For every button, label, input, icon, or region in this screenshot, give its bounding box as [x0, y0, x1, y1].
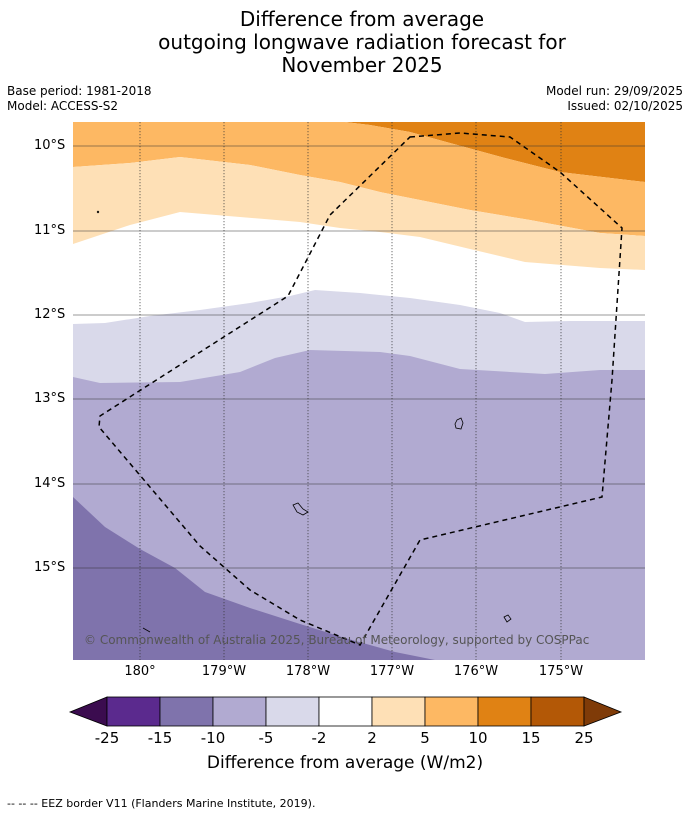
colorbar: [68, 696, 623, 727]
lat-label-12s: 12°S: [34, 307, 66, 322]
colorbar-bin-5: [318, 696, 373, 727]
colorbar-bin-3: [212, 696, 267, 727]
model-run: Model run: 29/09/2025: [545, 84, 683, 98]
lon-label-175w: 175°W: [538, 664, 584, 679]
lat-label-15s: 15°S: [34, 560, 66, 575]
colorbar-bin-9: [530, 696, 585, 727]
colorbar-label-4: -5: [258, 729, 274, 747]
model-name: Model: ACCESS-S2: [7, 99, 119, 113]
island-e: [96, 210, 100, 214]
colorbar-title: Difference from average (W/m2): [206, 753, 484, 773]
island-c: [503, 614, 512, 623]
lon-label-180: 180°: [124, 664, 156, 679]
copyright-notice: © Commonwealth of Australia 2025, Bureau…: [84, 633, 590, 647]
lon-label-177w: 177°W: [369, 664, 415, 679]
eez-footnote: -- -- -- EEZ border V11 (Flanders Marine…: [7, 797, 316, 810]
lat-label-13s: 13°S: [34, 391, 66, 406]
lon-label-176w: 176°W: [453, 664, 499, 679]
issued-date: Issued: 02/10/2025: [567, 99, 683, 113]
colorbar-bin-8: [477, 696, 532, 727]
lon-label-178w: 178°W: [285, 664, 331, 679]
colorbar-label-8: 10: [468, 729, 488, 747]
colorbar-label-5: -2: [311, 729, 327, 747]
colorbar-label-1: -25: [94, 729, 120, 747]
band-plus-5-10: [73, 122, 645, 236]
islands: [96, 210, 512, 633]
colorbar-bin-2: [159, 696, 214, 727]
band-plus-2-5: [73, 157, 645, 270]
map-title: Difference from average outgoing longwav…: [0, 8, 690, 77]
title-line-3: November 2025: [281, 53, 443, 77]
graticule: [73, 145, 645, 569]
colorbar-bin-6: [371, 696, 426, 727]
colorbar-label-2: -15: [147, 729, 173, 747]
lon-label-179w: 179°W: [201, 664, 247, 679]
colorbar-bin-7: [424, 696, 479, 727]
colorbar-bin-1: [106, 696, 161, 727]
title-line-2: outgoing longwave radiation forecast for: [158, 30, 566, 54]
lat-label-11s: 11°S: [34, 223, 66, 238]
colorbar-label-10: 25: [574, 729, 594, 747]
island-a: [454, 417, 464, 430]
title-line-1: Difference from average: [239, 7, 485, 31]
map-plot-area: [73, 122, 645, 660]
band-plus-10-15: [345, 122, 645, 182]
lat-label-14s: 14°S: [34, 476, 66, 491]
colorbar-label-6: 2: [367, 729, 377, 747]
island-b: [292, 502, 309, 516]
band-minus-10-15: [73, 497, 435, 660]
colorbar-label-9: 15: [521, 729, 541, 747]
colorbar-label-3: -10: [200, 729, 226, 747]
colorbar-arrow-right: [583, 696, 623, 727]
colorbar-bin-4: [265, 696, 320, 727]
lat-label-10s: 10°S: [34, 138, 66, 153]
base-period: Base period: 1981-2018: [7, 84, 152, 98]
meta-right: Model run: 29/09/2025 Issued: 02/10/2025: [546, 84, 683, 114]
island-d: [142, 627, 151, 633]
eez-border: [98, 132, 623, 646]
colorbar-label-7: 5: [420, 729, 430, 747]
colorbar-arrow-left: [68, 696, 108, 727]
band-minus-5-10: [73, 350, 645, 660]
meta-left: Base period: 1981-2018 Model: ACCESS-S2: [7, 84, 152, 114]
